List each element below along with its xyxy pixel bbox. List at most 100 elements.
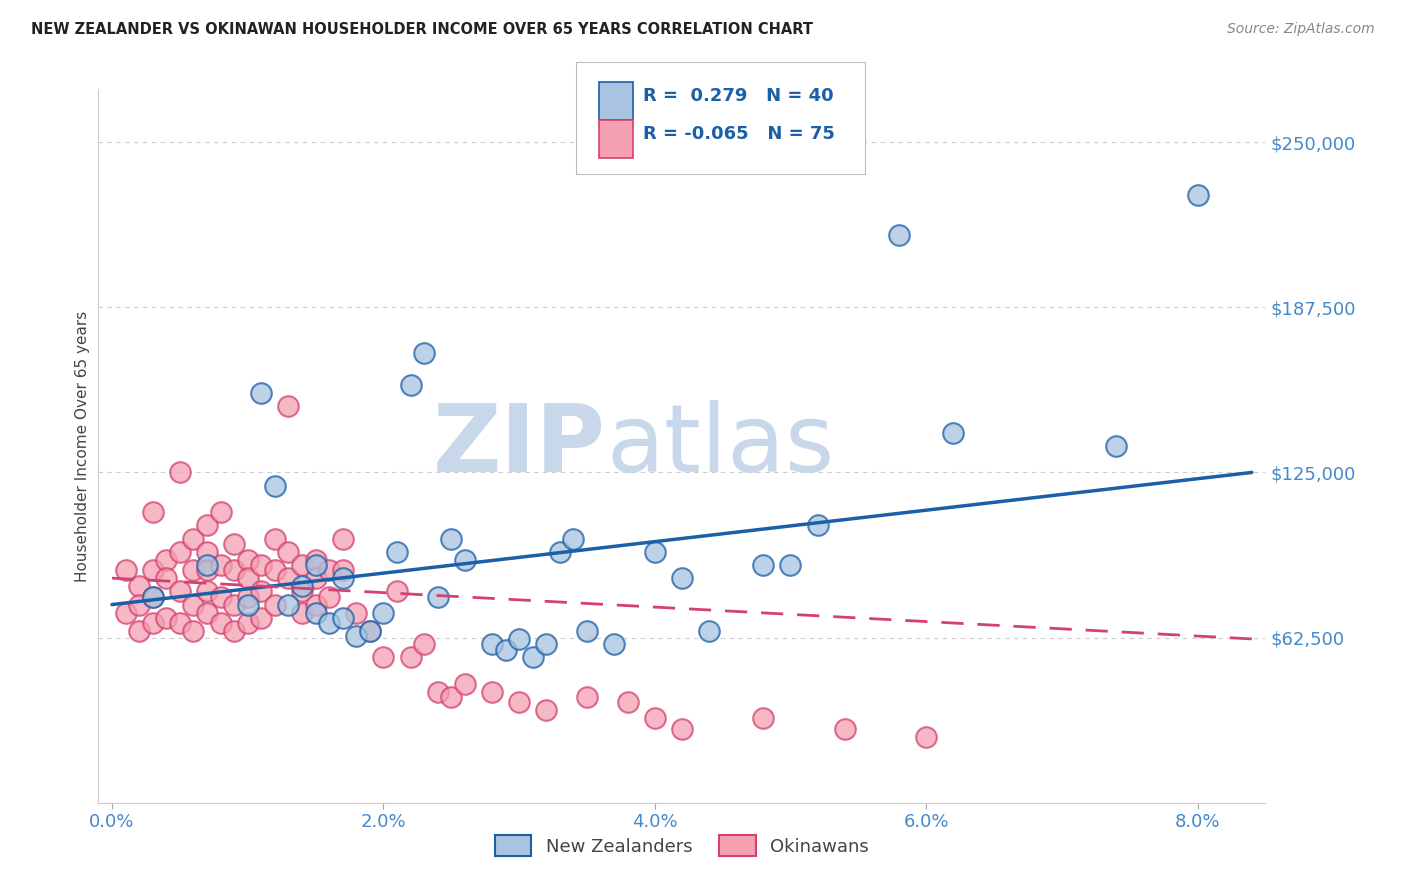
Point: [807, 518, 830, 533]
Point: [332, 571, 354, 585]
Point: [318, 590, 340, 604]
Point: [142, 563, 165, 577]
Point: [142, 505, 165, 519]
Point: [250, 386, 273, 401]
Point: [834, 722, 856, 736]
Point: [752, 711, 775, 725]
Point: [508, 632, 530, 646]
Point: [385, 545, 408, 559]
Point: [277, 400, 299, 414]
Point: [534, 637, 557, 651]
Point: [575, 624, 598, 638]
Point: [169, 545, 191, 559]
Point: [575, 690, 598, 704]
Point: [155, 571, 177, 585]
Point: [534, 703, 557, 717]
Point: [522, 650, 544, 665]
Point: [236, 552, 259, 566]
Point: [195, 518, 218, 533]
Point: [915, 730, 938, 744]
Point: [304, 571, 326, 585]
Point: [142, 590, 165, 604]
Point: [224, 624, 246, 638]
Point: [291, 606, 314, 620]
Point: [250, 558, 273, 572]
Point: [209, 616, 232, 631]
Point: [344, 606, 367, 620]
Point: [169, 466, 191, 480]
Point: [399, 650, 422, 665]
Point: [697, 624, 720, 638]
Point: [142, 616, 165, 631]
Point: [209, 505, 232, 519]
Point: [277, 545, 299, 559]
Text: atlas: atlas: [606, 400, 834, 492]
Point: [603, 637, 626, 651]
Point: [413, 637, 436, 651]
Text: R = -0.065   N = 75: R = -0.065 N = 75: [643, 125, 834, 143]
Text: Source: ZipAtlas.com: Source: ZipAtlas.com: [1227, 22, 1375, 37]
Point: [304, 606, 326, 620]
Point: [318, 563, 340, 577]
Point: [195, 584, 218, 599]
Point: [195, 563, 218, 577]
Text: ZIP: ZIP: [433, 400, 606, 492]
Point: [1105, 439, 1128, 453]
Point: [304, 598, 326, 612]
Point: [250, 611, 273, 625]
Y-axis label: Householder Income Over 65 years: Householder Income Over 65 years: [75, 310, 90, 582]
Point: [236, 590, 259, 604]
Point: [128, 598, 150, 612]
Point: [250, 584, 273, 599]
Point: [413, 346, 436, 360]
Point: [508, 695, 530, 709]
Point: [114, 606, 136, 620]
Point: [644, 711, 666, 725]
Point: [236, 598, 259, 612]
Point: [169, 584, 191, 599]
Point: [128, 624, 150, 638]
Point: [183, 624, 205, 638]
Point: [277, 598, 299, 612]
Point: [183, 563, 205, 577]
Point: [671, 722, 693, 736]
Point: [359, 624, 381, 638]
Point: [224, 537, 246, 551]
Point: [481, 637, 503, 651]
Text: R =  0.279   N = 40: R = 0.279 N = 40: [643, 87, 834, 104]
Point: [195, 606, 218, 620]
Point: [426, 685, 449, 699]
Point: [318, 616, 340, 631]
Point: [616, 695, 638, 709]
Point: [195, 545, 218, 559]
Point: [291, 558, 314, 572]
Point: [209, 558, 232, 572]
Text: NEW ZEALANDER VS OKINAWAN HOUSEHOLDER INCOME OVER 65 YEARS CORRELATION CHART: NEW ZEALANDER VS OKINAWAN HOUSEHOLDER IN…: [31, 22, 813, 37]
Point: [263, 478, 285, 492]
Point: [562, 532, 585, 546]
Point: [169, 616, 191, 631]
Point: [291, 579, 314, 593]
Point: [183, 598, 205, 612]
Point: [385, 584, 408, 599]
Point: [548, 545, 571, 559]
Legend: New Zealanders, Okinawans: New Zealanders, Okinawans: [486, 826, 877, 865]
Point: [752, 558, 775, 572]
Point: [291, 584, 314, 599]
Point: [359, 624, 381, 638]
Point: [426, 590, 449, 604]
Point: [263, 532, 285, 546]
Point: [155, 611, 177, 625]
Point: [224, 598, 246, 612]
Point: [155, 552, 177, 566]
Point: [277, 571, 299, 585]
Point: [128, 579, 150, 593]
Point: [114, 563, 136, 577]
Point: [779, 558, 801, 572]
Point: [209, 590, 232, 604]
Point: [481, 685, 503, 699]
Point: [644, 545, 666, 559]
Point: [332, 611, 354, 625]
Point: [344, 629, 367, 643]
Point: [373, 606, 395, 620]
